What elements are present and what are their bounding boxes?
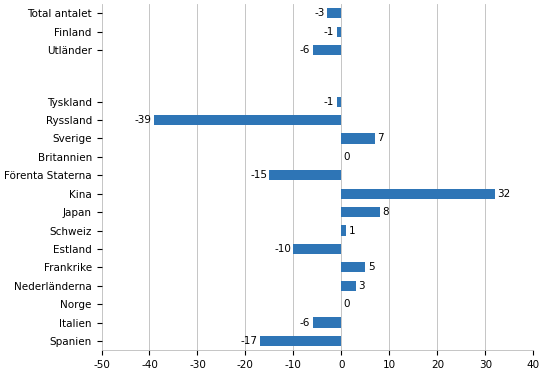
Bar	[337, 96, 342, 107]
Text: 3: 3	[358, 281, 365, 291]
Text: 7: 7	[378, 134, 384, 144]
Text: 0: 0	[344, 152, 350, 162]
Bar	[293, 244, 342, 254]
Text: 32: 32	[497, 189, 510, 199]
Bar	[342, 226, 346, 236]
Bar	[342, 280, 356, 291]
Text: -6: -6	[300, 45, 310, 55]
Text: 8: 8	[382, 207, 389, 217]
Bar	[342, 207, 380, 217]
Bar	[342, 262, 366, 272]
Bar	[327, 8, 342, 18]
Text: 1: 1	[349, 226, 355, 236]
Bar	[342, 188, 495, 199]
Text: -39: -39	[135, 115, 152, 125]
Text: -15: -15	[250, 170, 267, 180]
Bar	[313, 45, 342, 55]
Text: -3: -3	[314, 8, 325, 18]
Bar	[269, 170, 342, 180]
Text: 0: 0	[344, 299, 350, 309]
Text: -6: -6	[300, 318, 310, 328]
Bar	[260, 336, 342, 346]
Text: -10: -10	[274, 244, 291, 254]
Text: -17: -17	[240, 336, 257, 346]
Text: 5: 5	[368, 262, 374, 272]
Bar	[313, 318, 342, 328]
Text: -1: -1	[324, 27, 334, 37]
Text: -1: -1	[324, 97, 334, 107]
Bar	[337, 27, 342, 37]
Bar	[154, 115, 342, 125]
Bar	[342, 134, 375, 144]
